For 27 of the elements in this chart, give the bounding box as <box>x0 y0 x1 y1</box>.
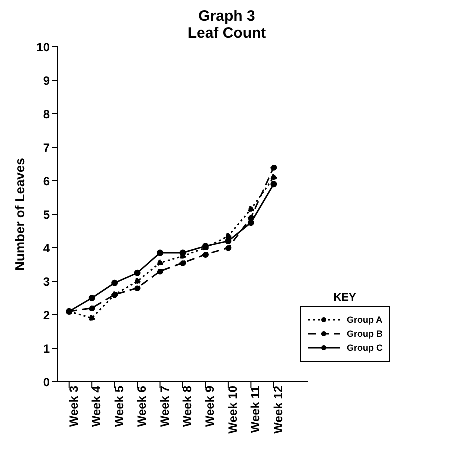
x-tick-label: Week 10 <box>226 386 240 434</box>
y-tick-label: 2 <box>43 308 50 322</box>
y-tick-label: 4 <box>43 241 50 256</box>
legend-label: Group A <box>347 315 383 325</box>
y-tick-label: 8 <box>43 107 50 122</box>
x-tick-label: Week 11 <box>248 386 263 434</box>
x-tick-label: Week 6 <box>135 386 150 428</box>
x-tick-label: Week 4 <box>90 386 104 428</box>
x-tick-label: Week 3 <box>66 386 81 428</box>
x-tick-label: Week 12 <box>271 386 286 434</box>
x-tick-label: Week 8 <box>180 386 195 428</box>
y-tick-label: 9 <box>43 74 50 88</box>
y-tick-label: 7 <box>43 140 50 155</box>
x-tick-label: Week 7 <box>158 386 172 428</box>
y-tick-label: 6 <box>43 174 50 188</box>
legend-label: Group B <box>347 329 383 339</box>
y-tick-label: 0 <box>43 375 50 390</box>
y-tick-label: 10 <box>36 40 50 54</box>
y-axis-title: Number of Leaves <box>12 158 28 271</box>
x-tick-label: Week 9 <box>203 386 218 428</box>
legend-label: Group C <box>347 343 383 353</box>
y-tick-label: 1 <box>43 342 50 356</box>
chart-title: Graph 3 Leaf Count <box>186 8 268 42</box>
legend-title: KEY <box>332 292 358 304</box>
y-tick-label: 3 <box>43 274 50 289</box>
x-tick-label: Week 5 <box>112 386 126 428</box>
y-tick-label: 5 <box>43 208 50 222</box>
